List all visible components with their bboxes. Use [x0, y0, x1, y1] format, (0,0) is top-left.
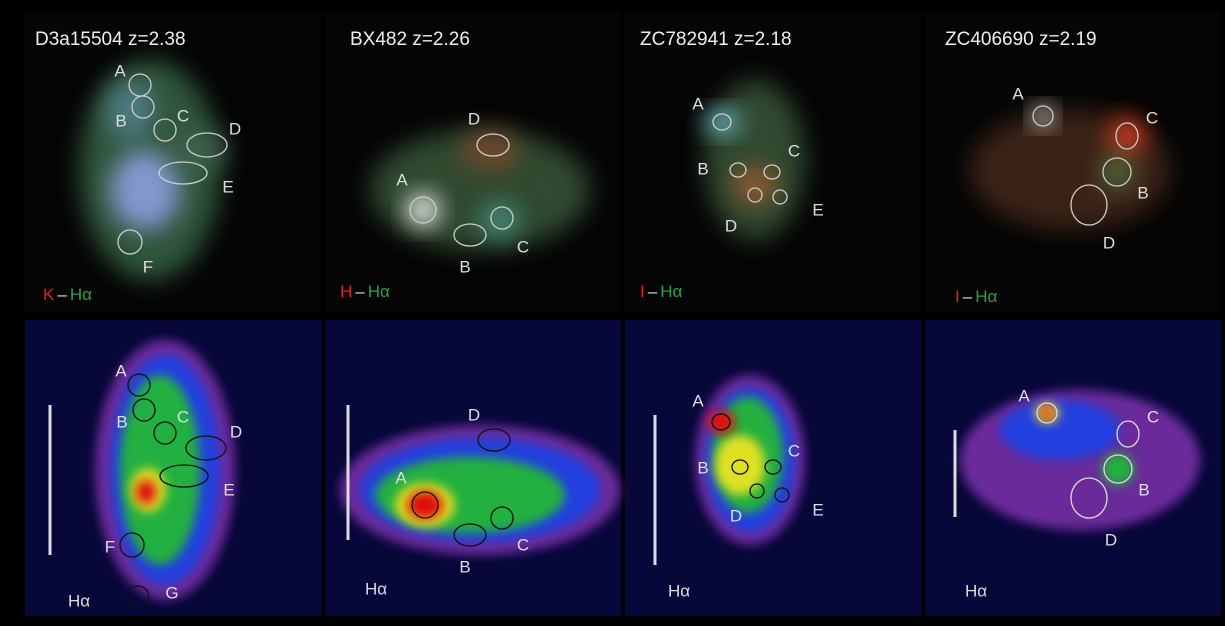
line-label: Hα	[668, 581, 690, 600]
galaxy-emission	[407, 194, 439, 226]
clump-label: A	[1012, 84, 1024, 103]
clump-label: B	[697, 458, 708, 477]
clump-label: B	[459, 257, 470, 276]
galaxy-emission	[733, 167, 777, 203]
clump-label: C	[177, 106, 189, 125]
panel-title: ZC406690 z=2.19	[945, 29, 1097, 50]
band-part: –	[648, 282, 658, 301]
clump-label: C	[177, 407, 189, 426]
band-part: Hα	[975, 287, 997, 306]
clump-label: A	[396, 170, 408, 189]
clump-label: B	[1137, 183, 1148, 202]
line-label: Hα	[965, 581, 987, 600]
halpha-emission	[1102, 453, 1134, 485]
clump-label: E	[812, 200, 823, 219]
band-part: H	[340, 282, 352, 301]
clump-label: C	[517, 237, 529, 256]
band-part: K	[43, 285, 55, 304]
band-part: –	[963, 287, 973, 306]
clump-label: B	[115, 111, 126, 130]
clump-label: A	[115, 361, 127, 380]
clump-label: C	[517, 535, 529, 554]
clump-label: A	[1018, 386, 1030, 405]
band-part: Hα	[368, 282, 390, 301]
clump-label: D	[1103, 233, 1115, 252]
galaxy-emission	[110, 150, 180, 230]
line-label: Hα	[68, 591, 90, 610]
clump-label: B	[459, 557, 470, 576]
halpha-emission	[1000, 400, 1120, 460]
band-part: I	[640, 282, 645, 301]
clump-label: G	[165, 583, 178, 602]
halpha-emission	[120, 375, 200, 565]
clump-label: D	[230, 422, 242, 441]
band-part: –	[57, 285, 67, 304]
halpha-emission	[136, 480, 156, 504]
clump-label: A	[692, 94, 704, 113]
clump-label: C	[788, 441, 800, 460]
clump-label: C	[1147, 407, 1159, 426]
band-part: –	[355, 282, 365, 301]
band-part: I	[955, 287, 960, 306]
clump-label: C	[1146, 108, 1158, 127]
halpha-emission	[1041, 407, 1053, 419]
clump-label: D	[468, 109, 480, 128]
clump-label: A	[395, 468, 407, 487]
clump-label: F	[143, 257, 153, 276]
figure: D3a15504 z=2.38ABCDEFK–HαBX482 z=2.26ABC…	[0, 0, 1225, 626]
band-part: Hα	[660, 282, 682, 301]
clump-label: E	[812, 500, 823, 519]
clump-label: D	[468, 405, 480, 424]
panel-title: BX482 z=2.26	[350, 29, 470, 50]
clump-label: D	[229, 119, 241, 138]
clump-label: B	[697, 159, 708, 178]
clump-label: D	[1105, 530, 1117, 549]
clump-label: A	[114, 61, 126, 80]
clump-label: A	[692, 391, 704, 410]
panel-title: ZC782941 z=2.18	[640, 29, 792, 50]
panel-title: D3a15504 z=2.38	[35, 29, 186, 50]
clump-label: E	[223, 480, 234, 499]
halpha-emission	[715, 435, 765, 495]
clump-label: C	[788, 141, 800, 160]
line-label: Hα	[365, 579, 387, 598]
galaxy-emission	[1101, 156, 1133, 188]
clump-label: B	[116, 412, 127, 431]
clump-label: F	[105, 537, 115, 556]
clump-label: B	[1138, 480, 1149, 499]
band-part: Hα	[70, 285, 92, 304]
clump-label: D	[730, 506, 742, 525]
galaxy-emission	[460, 130, 520, 170]
clump-label: D	[725, 216, 737, 235]
clump-label: E	[222, 177, 233, 196]
